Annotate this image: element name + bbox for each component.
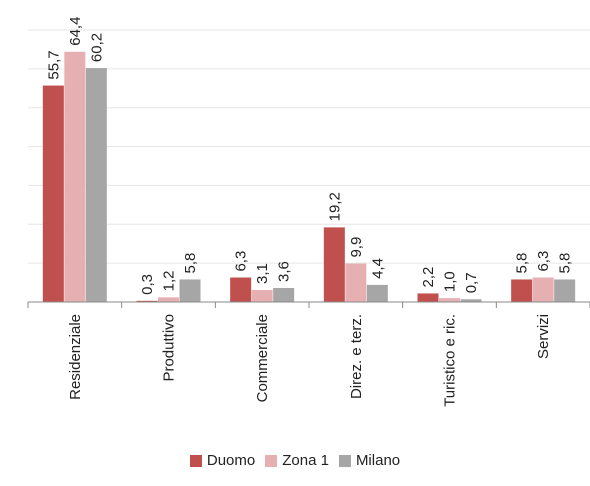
bar <box>136 300 158 302</box>
value-label: 6,3 <box>535 251 552 272</box>
value-label: 55,7 <box>45 50 62 79</box>
value-label: 64,4 <box>67 17 84 46</box>
bar <box>554 279 576 302</box>
value-label: 4,4 <box>369 258 386 279</box>
value-label: 2,2 <box>420 267 437 288</box>
bar <box>345 263 367 302</box>
bar <box>64 51 86 303</box>
bar <box>323 227 345 302</box>
bar <box>460 299 482 302</box>
legend-item-milano: Milano <box>338 452 401 469</box>
value-label: 1,0 <box>442 271 459 292</box>
bar <box>42 85 64 303</box>
value-label: 5,8 <box>557 253 574 274</box>
bar <box>251 289 273 302</box>
x-tick-label: Servizi <box>535 314 552 359</box>
grid-lines <box>28 29 590 264</box>
bar <box>532 277 554 302</box>
legend-label-zona-1: Zona 1 <box>282 452 329 469</box>
legend-swatch-zona-1 <box>265 454 278 467</box>
value-label: 3,6 <box>276 261 293 282</box>
value-label: 19,2 <box>326 192 343 221</box>
legend-label-duomo: Duomo <box>206 452 256 469</box>
legend-item-duomo: Duomo <box>189 452 256 469</box>
bar <box>85 68 107 302</box>
value-label: 9,9 <box>348 237 365 258</box>
value-label: 0,7 <box>463 272 480 293</box>
value-label: 5,8 <box>514 253 531 274</box>
legend-item-zona-1: Zona 1 <box>265 452 329 469</box>
x-tick-label: Commerciale <box>254 314 271 402</box>
bar <box>417 293 439 302</box>
x-axis: Residenziale Produttivo Commerciale Direz. … <box>27 301 590 407</box>
value-label: 5,8 <box>182 253 199 274</box>
value-label: 3,1 <box>254 263 271 284</box>
bars <box>42 51 576 303</box>
bar <box>179 279 201 302</box>
bar <box>366 284 388 302</box>
bar <box>230 277 252 302</box>
legend-swatch-duomo <box>189 454 202 467</box>
value-label: 6,3 <box>233 251 250 272</box>
x-tick-label: Produttivo <box>161 314 178 382</box>
value-labels: 55,764,460,20,3 1,25,8 6,33,1 3,619,29,94,4… <box>45 17 573 295</box>
value-label: 60,2 <box>88 33 105 62</box>
legend-label-milano: Milano <box>355 452 401 469</box>
bar <box>273 288 295 302</box>
legend-swatch-milano <box>338 454 351 467</box>
bar <box>158 297 179 302</box>
x-tick-label: Residenziale <box>67 314 84 400</box>
value-label: 0,3 <box>139 274 156 295</box>
bar <box>439 298 460 302</box>
bar <box>511 279 533 302</box>
x-tick-label: Turistico e ric. <box>442 314 459 407</box>
x-tick-label: Direz. e terz. <box>348 314 365 399</box>
legend: Duomo Zona 1 Milano <box>0 452 590 469</box>
value-label: 1,2 <box>161 270 178 291</box>
